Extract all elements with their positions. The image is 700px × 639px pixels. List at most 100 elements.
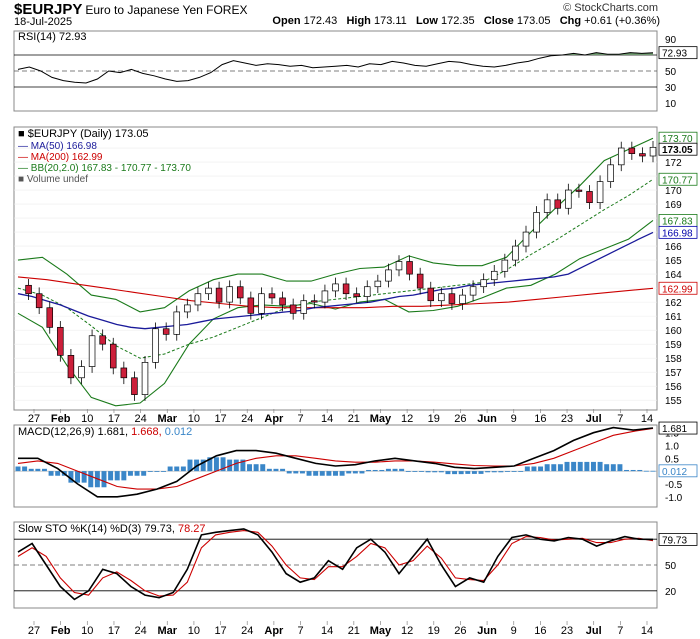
- macd-histogram-bar: [313, 471, 319, 476]
- macd-last-value: 1.681: [662, 424, 687, 435]
- candle-body: [554, 199, 562, 209]
- price-tick-label: 160: [665, 326, 682, 337]
- price-x-label: 26: [454, 413, 466, 425]
- sto-x-label: 16: [534, 625, 546, 637]
- price-x-label: 17: [108, 413, 120, 425]
- sto-x-label: Jul: [586, 625, 602, 637]
- macd-histogram-bar: [299, 471, 305, 474]
- sto-last-value: 79.73: [662, 535, 687, 546]
- macd-histogram-bar: [617, 464, 623, 472]
- sto-x-label: 23: [561, 625, 573, 637]
- price-x-label: 24: [241, 413, 253, 425]
- low-value: 172.35: [441, 15, 475, 27]
- ma50-legend: — MA(50) 166.98: [18, 141, 97, 152]
- macd-histogram-bar: [174, 466, 180, 472]
- macd-histogram-bar: [571, 461, 577, 472]
- ma50-line: [17, 231, 654, 330]
- macd-histogram-bar: [385, 468, 391, 472]
- macd-histogram-bar: [392, 468, 398, 472]
- candle-body: [67, 355, 75, 379]
- candle-body: [607, 164, 614, 182]
- sto-tick-label: 20: [665, 587, 677, 598]
- candle-body: [363, 286, 371, 297]
- candle-body: [628, 147, 636, 154]
- chart-date: 18-Jul-2025: [14, 16, 73, 28]
- symbol: $EURJPY: [14, 1, 83, 18]
- macd-histogram-bar: [273, 468, 279, 472]
- macd-histogram-bar: [233, 459, 239, 472]
- macd-histogram-bar: [88, 471, 94, 488]
- candle-body: [247, 297, 255, 314]
- macd-histogram-bar: [333, 471, 338, 476]
- price-x-label: 12: [401, 413, 413, 425]
- candle-body: [501, 259, 509, 272]
- price-tick-label: 169: [665, 200, 682, 211]
- candle-body: [131, 377, 138, 395]
- macd-histogram-bar: [293, 471, 299, 474]
- macd-histogram-bar: [399, 468, 405, 472]
- candle-body: [385, 269, 392, 282]
- candle-body: [490, 270, 498, 281]
- rsi-overbought-fill: [18, 52, 653, 55]
- sto-x-label: 17: [214, 625, 226, 637]
- rsi-legend: RSI(14) 72.93: [18, 31, 86, 43]
- sto-x-label: 24: [134, 625, 146, 637]
- candle-body: [469, 286, 477, 296]
- candle-body: [258, 293, 265, 314]
- macd-histogram-bar: [114, 471, 120, 481]
- macd-histogram-bar: [590, 461, 596, 472]
- watermark: © StockCharts.com: [563, 2, 658, 14]
- macd-histogram-bar: [511, 471, 517, 472]
- candle-body: [300, 300, 308, 314]
- macd-histogram-bar: [180, 466, 186, 472]
- sto-x-label: 19: [428, 625, 440, 637]
- macd-histogram-bar: [339, 471, 345, 476]
- candle-body: [25, 284, 32, 295]
- sto-x-label: Apr: [264, 625, 284, 637]
- sto-x-label: 24: [241, 625, 253, 637]
- macd-histogram-bar: [544, 464, 550, 472]
- price-x-label: Jul: [586, 413, 602, 425]
- macd-histogram-bar: [127, 471, 133, 476]
- macd-histogram-bar: [227, 459, 233, 472]
- price-legend-title: ■ $EURJPY (Daily) 173.05: [18, 128, 149, 140]
- price-x-label: 24: [134, 413, 146, 425]
- open-value: 172.43: [303, 15, 338, 27]
- candle-body: [512, 245, 519, 261]
- chart-header: $EURJPY Euro to Japanese Yen FOREX 18-Jul…: [0, 0, 700, 30]
- open-label: Open: [272, 15, 301, 27]
- macd-histogram-bar: [452, 471, 458, 475]
- rsi-tick-label: 50: [665, 67, 677, 78]
- price-tag: 166.98: [662, 228, 693, 239]
- macd-signal-line: [17, 427, 654, 490]
- sto-x-label: 12: [401, 625, 413, 637]
- candle-body: [543, 199, 551, 213]
- price-x-label: 9: [511, 413, 517, 425]
- price-x-label: 19: [428, 413, 440, 425]
- chg-label: Chg: [559, 15, 582, 27]
- macd-histogram-bar: [531, 466, 537, 472]
- macd-histogram-bar: [260, 464, 266, 472]
- price-tick-label: 166: [665, 242, 682, 253]
- macd-histogram-bar: [319, 471, 325, 476]
- macd-hist-last-value-box: [658, 464, 698, 478]
- macd-histogram-bar: [141, 471, 147, 476]
- macd-histogram-bar: [557, 464, 563, 472]
- price-tag: 167.83: [662, 216, 693, 227]
- sto-x-label: Feb: [51, 625, 71, 637]
- candle-body: [649, 146, 657, 157]
- bb-middle-line: [17, 178, 654, 359]
- price-x-label: Apr: [264, 413, 284, 425]
- macd-histogram-bar: [610, 464, 616, 472]
- price-tick-label: 156: [665, 382, 682, 393]
- price-tick-label: 162: [665, 298, 682, 309]
- candle-body: [173, 311, 181, 335]
- candle-body: [236, 286, 244, 299]
- price-x-label: Jun: [477, 413, 497, 425]
- price-x-label: 17: [214, 413, 226, 425]
- macd-histogram-bar: [405, 471, 411, 472]
- macd-histogram-bar: [643, 470, 649, 472]
- macd-histogram-bar: [207, 457, 213, 472]
- close-label: Close: [483, 15, 514, 27]
